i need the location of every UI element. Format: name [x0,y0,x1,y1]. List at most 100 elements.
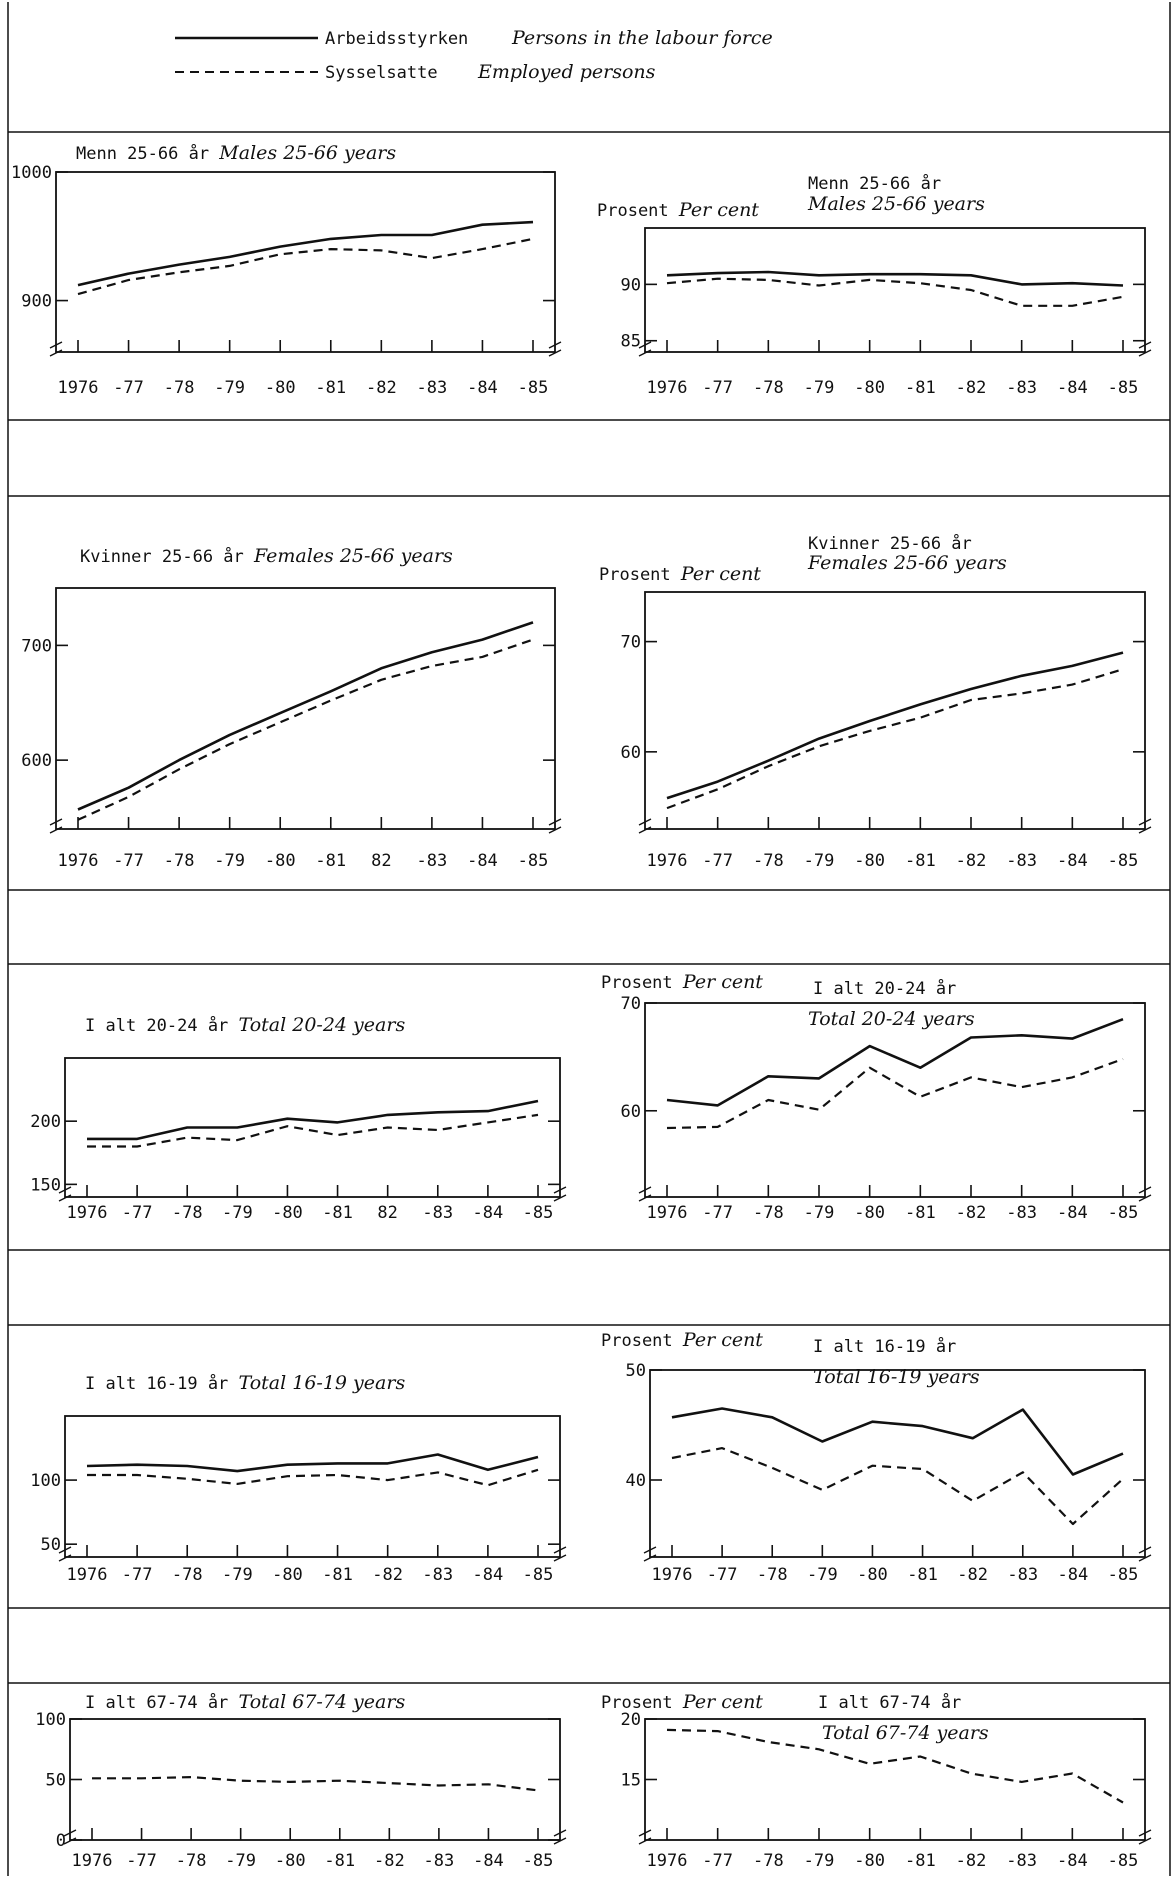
x-tick-label: 82 [377,1203,397,1223]
x-tick-label: -79 [222,1565,253,1585]
axis-break-mark [638,818,652,834]
chart-panel-3: 1976 -77 -78 -79 -80 -81 82 -83 -84 -85 600 700 Kvin… [21,545,562,871]
x-tick-label: -83 [1007,1565,1038,1585]
chart-title: I alt 67-74 år Total 67-74 years [85,1691,405,1713]
axis-break-mark [1138,1546,1152,1562]
x-tick-label: -79 [214,378,245,398]
series-line-employed [87,1468,539,1487]
x-tick-label: 1976 [647,1851,688,1871]
x-tick-label: -80 [854,851,885,871]
x-tick-label: -83 [417,851,448,871]
series-line-employed [666,1057,1124,1130]
x-tick-label: -77 [126,1851,157,1871]
x-tick-label: -82 [956,1203,987,1223]
x-tick-label: -81 [907,1565,938,1585]
y-tick-label: 40 [626,1471,646,1491]
y-tick-label: 100 [35,1710,66,1730]
x-tick-label: -77 [113,378,144,398]
chart-panel-1: 1976 -77 -78 -79 -80 -81 -82 -83 -84 -85 900 1000 Me… [11,142,562,398]
legend-label-employed: Sysselsatte [325,63,438,83]
y-tick-label: 70 [621,994,641,1014]
chart-title: Menn 25-66 år [808,173,941,194]
x-tick-label: -81 [905,1851,936,1871]
axis-break-mark [643,1546,657,1562]
x-tick-label: -78 [753,1851,784,1871]
plot-frame [644,227,1146,353]
x-tick-label: -82 [957,1565,988,1585]
x-tick-label: -80 [265,378,296,398]
chart-title-en: Females 25-66 years [807,552,1007,574]
x-tick-label: -79 [804,1851,835,1871]
y-axis-label: Prosent Per cent [599,563,761,585]
x-tick-label: -83 [422,1565,453,1585]
x-tick-label: -85 [523,1203,554,1223]
x-tick-label: -81 [324,1851,355,1871]
x-tick-label: -80 [854,1851,885,1871]
x-tick-label: -79 [222,1203,253,1223]
y-tick-label: 0 [56,1831,66,1851]
axis-break-mark [49,341,63,357]
x-tick-label: -79 [225,1851,256,1871]
x-tick-label: -85 [1108,1203,1139,1223]
chart-title: I alt 20-24 år Total 20-24 years [85,1014,405,1036]
series-line-labour-force [86,1453,539,1473]
plot-frame [644,1002,1146,1198]
x-tick-label: -77 [122,1203,153,1223]
x-tick-label: -81 [905,378,936,398]
axis-break-mark [1138,1829,1152,1845]
y-axis-label-en: Per cent [682,1329,763,1351]
x-tick-label: 1976 [67,1565,108,1585]
x-tick-label: -81 [315,378,346,398]
x-tick-label: 1976 [67,1203,108,1223]
chart-title-en: Total 20-24 years [808,1008,975,1030]
y-tick-label: 600 [21,751,52,771]
x-tick-label: -79 [804,851,835,871]
chart-title: I alt 16-19 år [813,1336,956,1357]
y-axis-label: Prosent Per cent [601,1691,763,1713]
plot-frame [64,1057,561,1198]
axis-break-mark [1138,341,1152,357]
x-tick-label: -83 [417,378,448,398]
y-tick-label: 70 [621,633,641,653]
x-tick-label: 1976 [652,1565,693,1585]
chart-panel-4: 1976 -77 -78 -79 -80 -81 -82 -83 -84 -85 60 70 Kvinn… [599,533,1152,871]
series-line-labour-force [77,220,534,287]
x-tick-label: -80 [265,851,296,871]
axis-break-mark [553,1186,567,1202]
y-axis-label-en: Per cent [682,971,763,993]
x-tick-label: -83 [1006,851,1037,871]
x-tick-label: -77 [707,1565,738,1585]
panel-frame [7,2,1171,1876]
x-tick-label: -79 [804,378,835,398]
y-tick-label: 50 [46,1771,66,1791]
axis-break-mark [58,1186,72,1202]
plot-frame [64,1415,561,1558]
y-tick-label: 900 [21,292,52,312]
x-tick-label: 1976 [72,1851,113,1871]
y-tick-label: 700 [21,636,52,656]
x-tick-label: -77 [702,378,733,398]
chart-title-en: Total 16-19 years [813,1366,980,1388]
x-tick-label: -78 [753,378,784,398]
x-tick-label: -81 [315,851,346,871]
series-line-employed [77,638,534,821]
x-tick-label: -85 [518,851,549,871]
x-tick-label: -79 [214,851,245,871]
x-tick-label: -84 [473,1565,504,1585]
series-line-employed [671,1446,1124,1526]
charts: 1976 -77 -78 -79 -80 -81 -82 -83 -84 -85 900 100 0 Me… [11,142,1152,1871]
y-tick-label: 100 [30,1471,61,1491]
y-tick-label: 90 [621,275,641,295]
x-tick-label: -83 [1006,1851,1037,1871]
chart-title: I alt 67-74 år [818,1692,961,1713]
x-tick-label: -84 [1057,1851,1088,1871]
series-line-labour-force [671,1407,1124,1476]
x-tick-label: -78 [164,378,195,398]
x-tick-label: -82 [374,1851,405,1871]
legend-label-labour-force-en: Persons in the labour force [511,27,773,49]
y-axis-label: Prosent Per cent [597,199,759,221]
plot-frame [644,591,1146,830]
chart-panel-2: 1976 -77 -78 -79 -80 -81 -82 -83 -84 -85 85 90 Menn … [597,173,1152,398]
chart-title-en: Total 67-74 years [822,1722,989,1744]
x-tick-label: -82 [956,378,987,398]
